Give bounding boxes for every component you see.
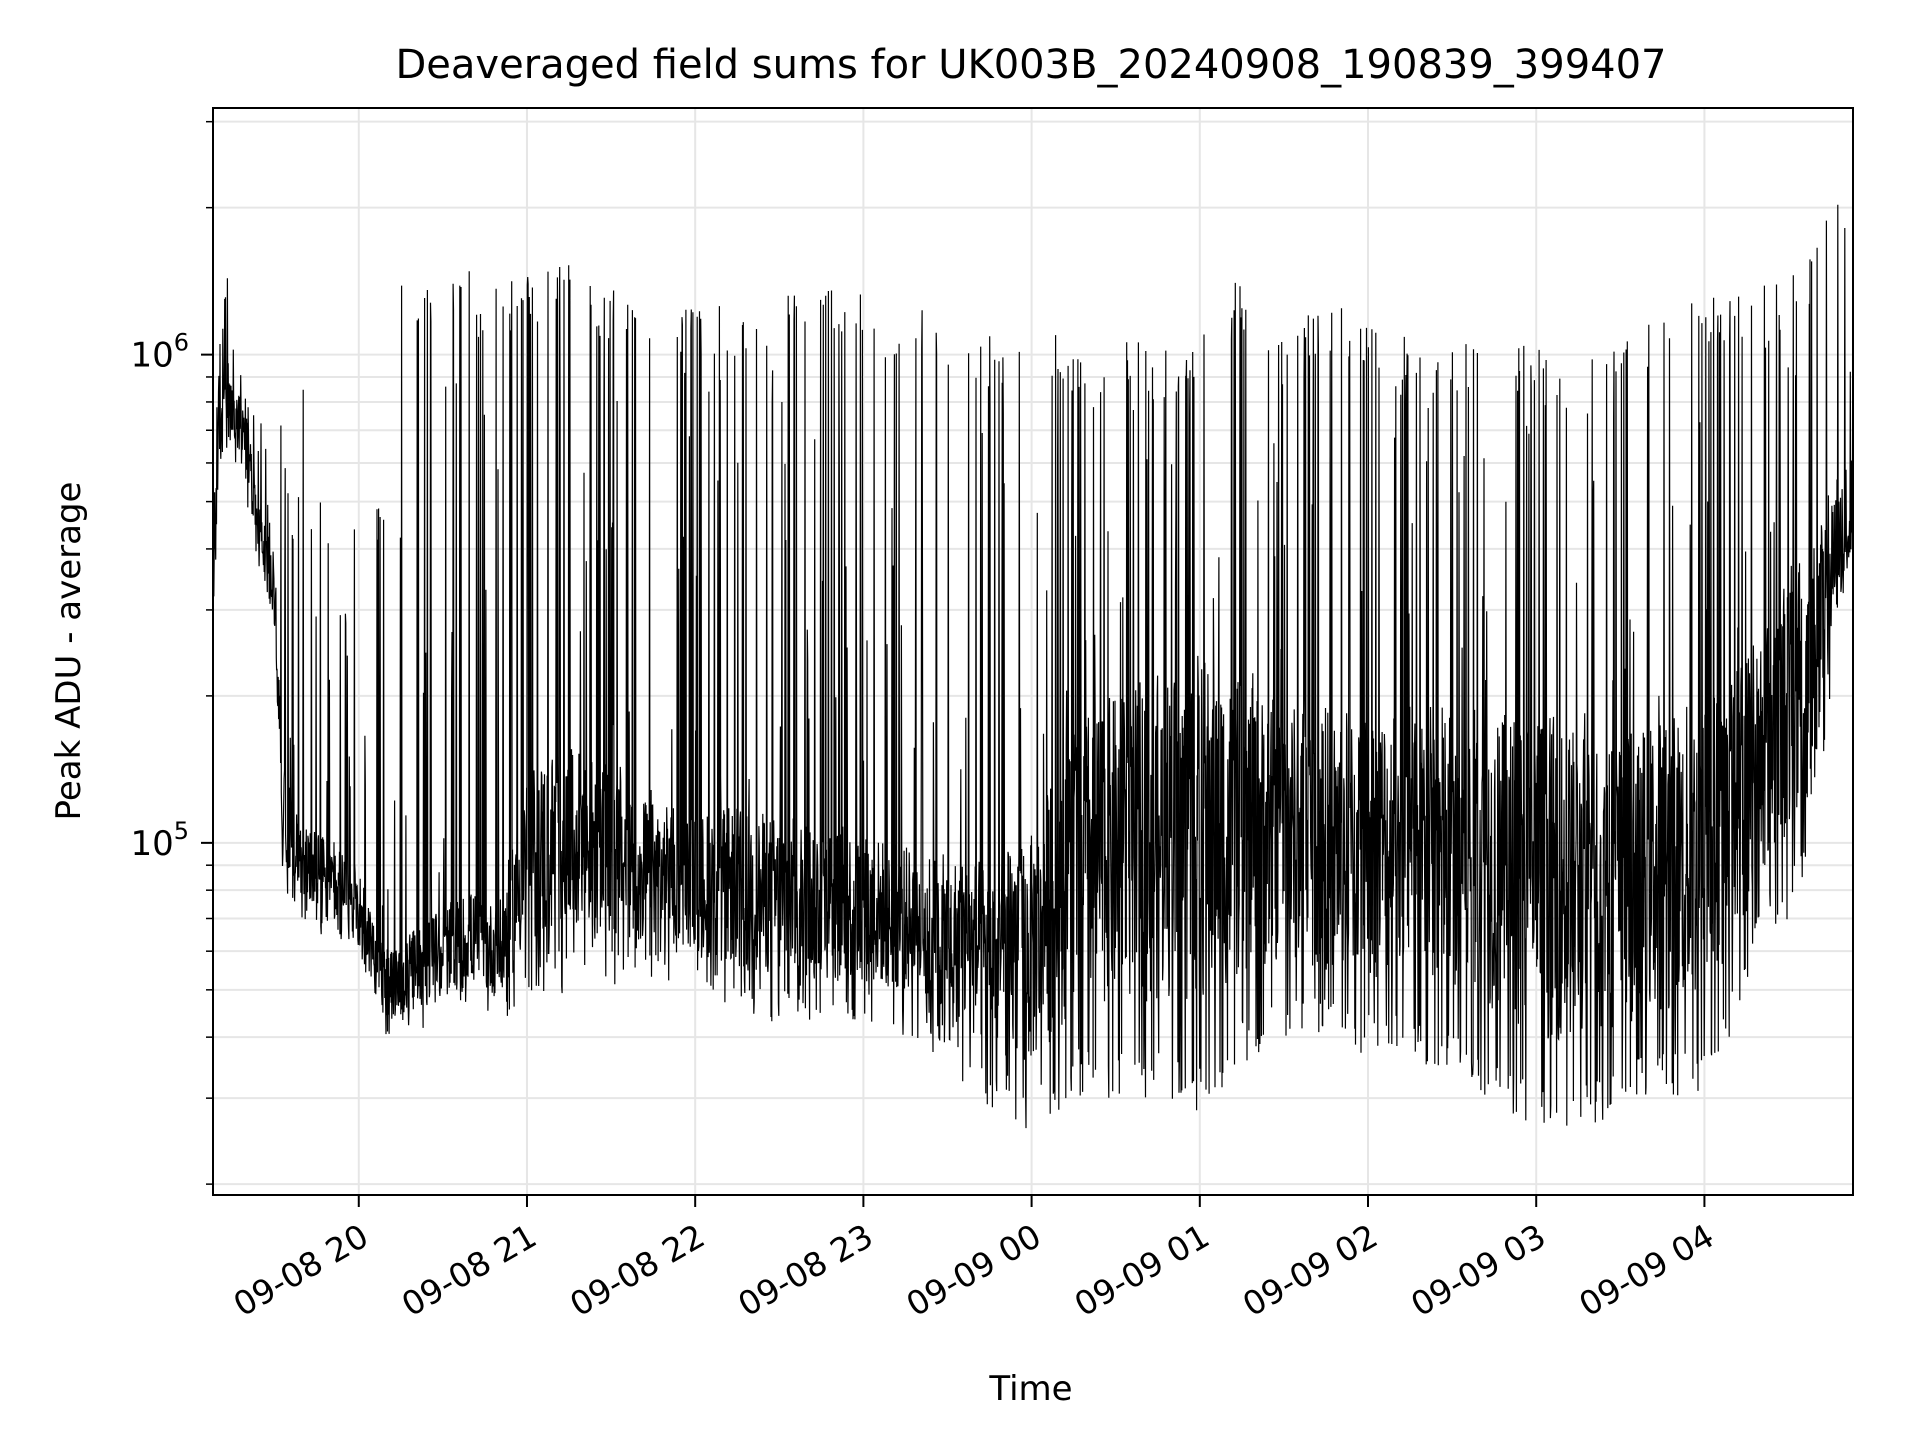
plot-area (212, 204, 1854, 1129)
y-tick-label: 106 (130, 329, 189, 376)
y-axis-label: Peak ADU - average (49, 482, 89, 821)
y-axis: 105 106 (130, 120, 213, 1185)
plot-frame (212, 107, 1854, 1196)
y-tick-label: 105 (130, 817, 189, 864)
chart-title: Deaveraged field sums for UK003B_2024090… (396, 42, 1667, 88)
x-axis-label: Time (988, 1369, 1072, 1409)
series-line (212, 204, 1854, 1129)
